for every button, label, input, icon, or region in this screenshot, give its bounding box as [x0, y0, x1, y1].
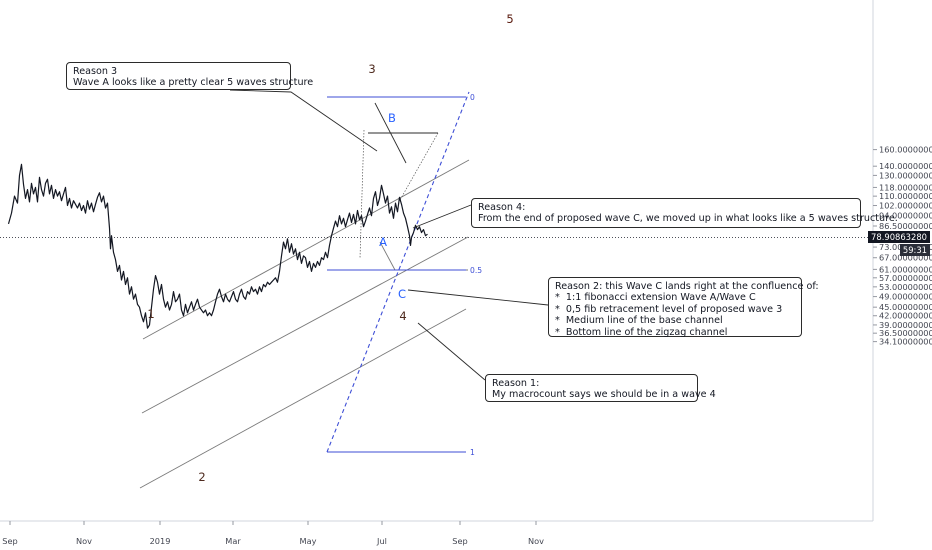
- x-tick-label-6: Sep: [452, 536, 467, 546]
- y-tick-label-4: 110.00000000: [879, 191, 932, 201]
- y-tick-label-3: 118.00000000: [879, 182, 932, 192]
- wave-label-c: C: [398, 287, 406, 301]
- price-series: [7, 163, 428, 329]
- x-tick-label-2: 2019: [150, 536, 171, 546]
- leader-line-3: [417, 322, 486, 381]
- price-line: [7, 163, 428, 329]
- x-tick-label-5: Jul: [376, 536, 387, 546]
- dotted-guide-1: [359, 129, 365, 259]
- leader-line-0: [229, 89, 378, 152]
- channel-line-1: [141, 236, 469, 414]
- y-tick-label-12: 53.00000000: [879, 282, 932, 292]
- countdown-tag: 59:31: [899, 244, 930, 257]
- y-tick-label-16: 39.00000000: [879, 320, 932, 330]
- y-tick-label-6: 94.00000000: [879, 211, 932, 221]
- y-tick-label-11: 57.00000000: [879, 273, 932, 283]
- leader-line-2: [407, 289, 549, 306]
- x-tick-label-1: Nov: [76, 536, 92, 546]
- wave-label-3: 3: [368, 62, 375, 76]
- channel-line-2: [142, 159, 470, 340]
- y-tick-label-10: 61.00000000: [879, 264, 932, 274]
- leader-line-1: [412, 204, 472, 229]
- fib-level-label-2: 1: [470, 448, 475, 457]
- fib-level-label-0: 0: [470, 93, 475, 102]
- y-tick-label-1: 140.00000000: [879, 161, 932, 171]
- dotted-guide-2: [399, 132, 439, 201]
- x-tick-label-7: Nov: [528, 536, 544, 546]
- wave-label-2: 2: [198, 470, 205, 484]
- wave-label-1: 1: [147, 307, 154, 321]
- fib-trend-line: [326, 91, 470, 453]
- y-tick-label-14: 45.00000000: [879, 302, 932, 312]
- channel-line-0: [139, 308, 467, 489]
- fib-tool: 00.51: [326, 91, 482, 457]
- y-tick-label-2: 130.00000000: [879, 170, 932, 180]
- y-tick-label-7: 86.50000000: [879, 221, 932, 231]
- y-tick-label-9: 67.00000000: [879, 253, 932, 263]
- channel-line-3: [379, 241, 396, 271]
- y-tick-label-5: 102.00000000: [879, 201, 932, 211]
- reason-4-callout[interactable]: Reason 4: From the end of proposed wave …: [471, 198, 898, 228]
- y-tick-label-13: 49.00000000: [879, 292, 932, 302]
- wave-b-leg-line: [374, 102, 407, 164]
- wave-label-a: A: [379, 235, 387, 249]
- x-tick-label-3: Mar: [225, 536, 241, 546]
- wave-label-b: B: [388, 111, 396, 125]
- reason-1-callout[interactable]: Reason 1: My macrocount says we should b…: [485, 374, 716, 402]
- wave-label-5: 5: [506, 12, 513, 26]
- y-tick-label-0: 160.00000000: [879, 145, 932, 155]
- reason-2-callout[interactable]: Reason 2: this Wave C lands right at the…: [548, 277, 819, 338]
- y-tick-label-18: 34.10000000: [879, 337, 932, 347]
- wave-label-4: 4: [399, 309, 406, 323]
- y-tick-label-15: 42.00000000: [879, 311, 932, 321]
- current-price-tag: 78.90863280: [868, 231, 930, 244]
- x-tick-label-4: May: [300, 536, 317, 546]
- reason-3-callout[interactable]: Reason 3 Wave A looks like a pretty clea…: [66, 62, 313, 90]
- fib-level-label-1: 0.5: [470, 266, 482, 275]
- wave-labels: 1 2 3 4 5 A B C: [147, 12, 513, 484]
- x-tick-label-0: Sep: [2, 536, 17, 546]
- callout-leaders: [229, 89, 549, 381]
- y-tick-label-17: 36.50000000: [879, 328, 932, 338]
